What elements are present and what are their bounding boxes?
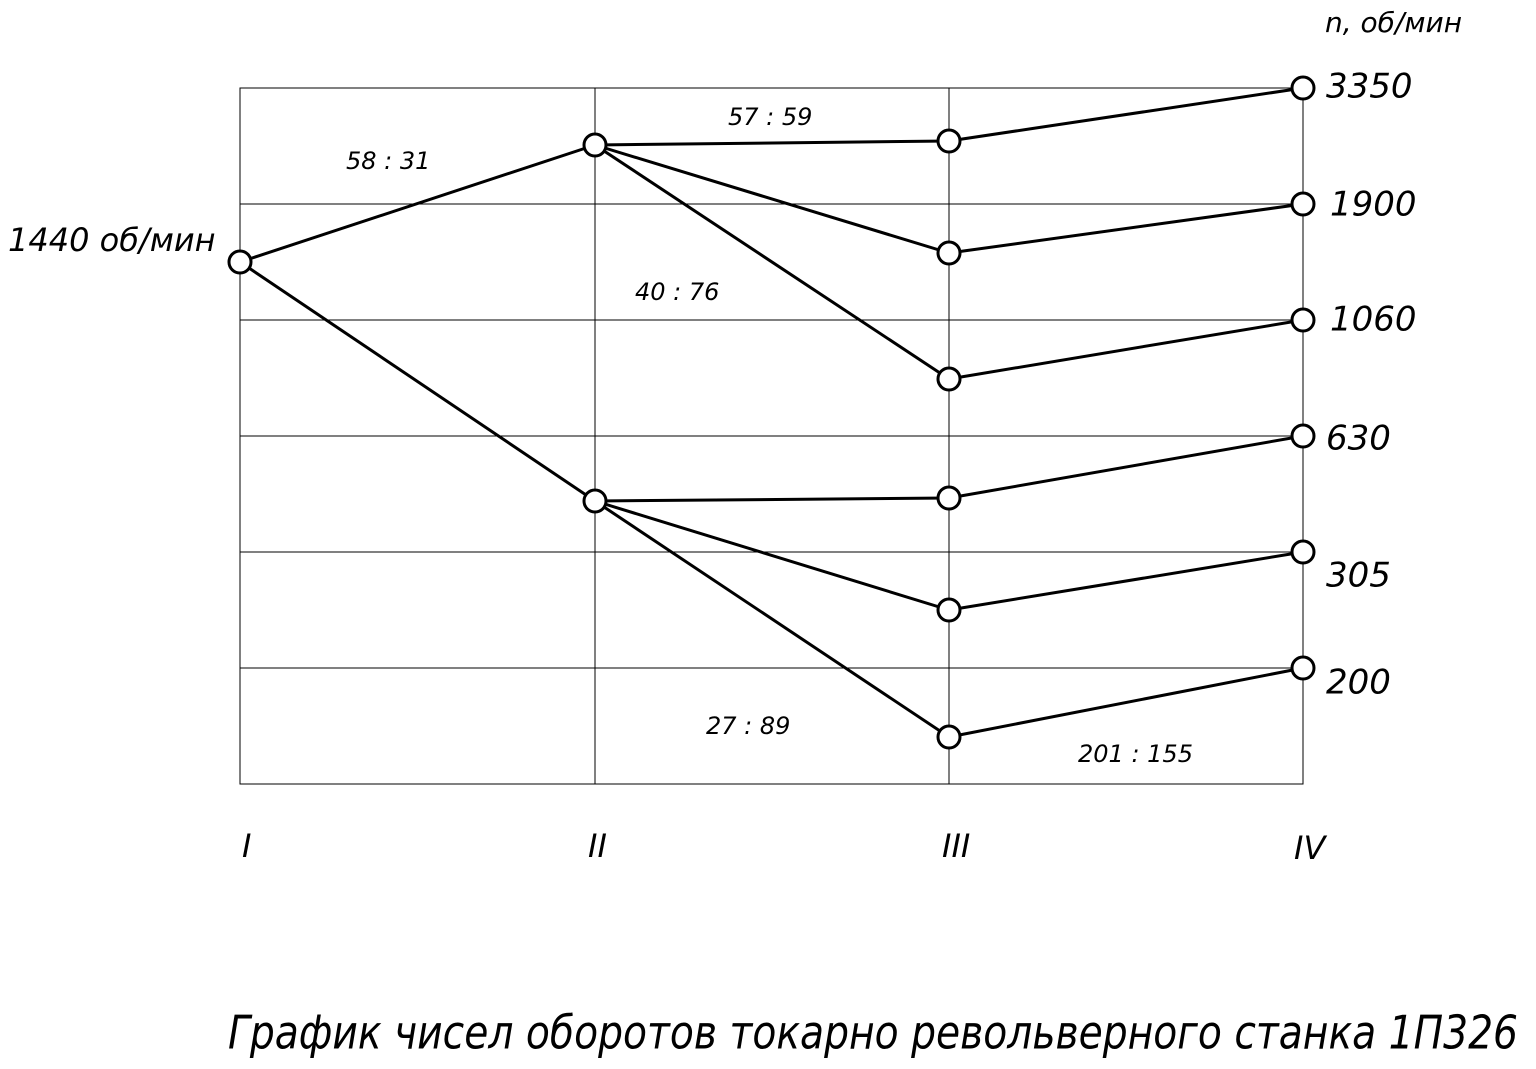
node (936, 128, 962, 154)
node (936, 240, 962, 266)
shaft-label: IV (1294, 829, 1327, 867)
node (1290, 655, 1316, 681)
node (936, 366, 962, 392)
shaft-label: I (242, 827, 251, 865)
node (582, 488, 608, 514)
speed-label: 200 (1326, 663, 1391, 703)
link (948, 202, 1304, 255)
link (948, 318, 1304, 381)
node (582, 132, 608, 158)
link (239, 143, 596, 264)
speed-label: 305 (1326, 556, 1391, 596)
node (1290, 307, 1316, 333)
link (594, 143, 950, 381)
speed-label: 1060 (1330, 300, 1417, 340)
speed-label: 3350 (1326, 67, 1413, 107)
link (594, 496, 950, 503)
speed-label: 630 (1326, 419, 1391, 459)
node (1290, 539, 1316, 565)
input-label: 1440 об/мин (8, 221, 216, 259)
ratio-label: 201 : 155 (1078, 740, 1193, 768)
node (227, 249, 253, 275)
link (594, 499, 950, 739)
shaft-label: II (588, 827, 607, 865)
ratio-label: 27 : 89 (706, 712, 790, 740)
link (948, 86, 1304, 143)
node (1290, 75, 1316, 101)
ratio-label: 57 : 59 (728, 103, 812, 131)
shaft-label: III (942, 827, 970, 865)
nodes (227, 75, 1316, 750)
grid (239, 87, 1304, 785)
transmission-lines (239, 86, 1304, 739)
title: График чисел оборотов токарно револьверн… (228, 1006, 1518, 1060)
node (936, 485, 962, 511)
link (948, 434, 1304, 500)
node (1290, 423, 1316, 449)
link (594, 139, 950, 147)
ratio-label: 40 : 76 (635, 278, 719, 306)
speed-label: 1900 (1330, 185, 1417, 225)
node (936, 724, 962, 750)
link (948, 666, 1304, 739)
link (594, 143, 950, 255)
link (239, 260, 596, 503)
ratio-label: 58 : 31 (346, 147, 430, 175)
node (1290, 191, 1316, 217)
link (948, 550, 1304, 612)
unit-label: n, об/мин (1325, 6, 1462, 39)
link (594, 499, 950, 612)
node (936, 597, 962, 623)
